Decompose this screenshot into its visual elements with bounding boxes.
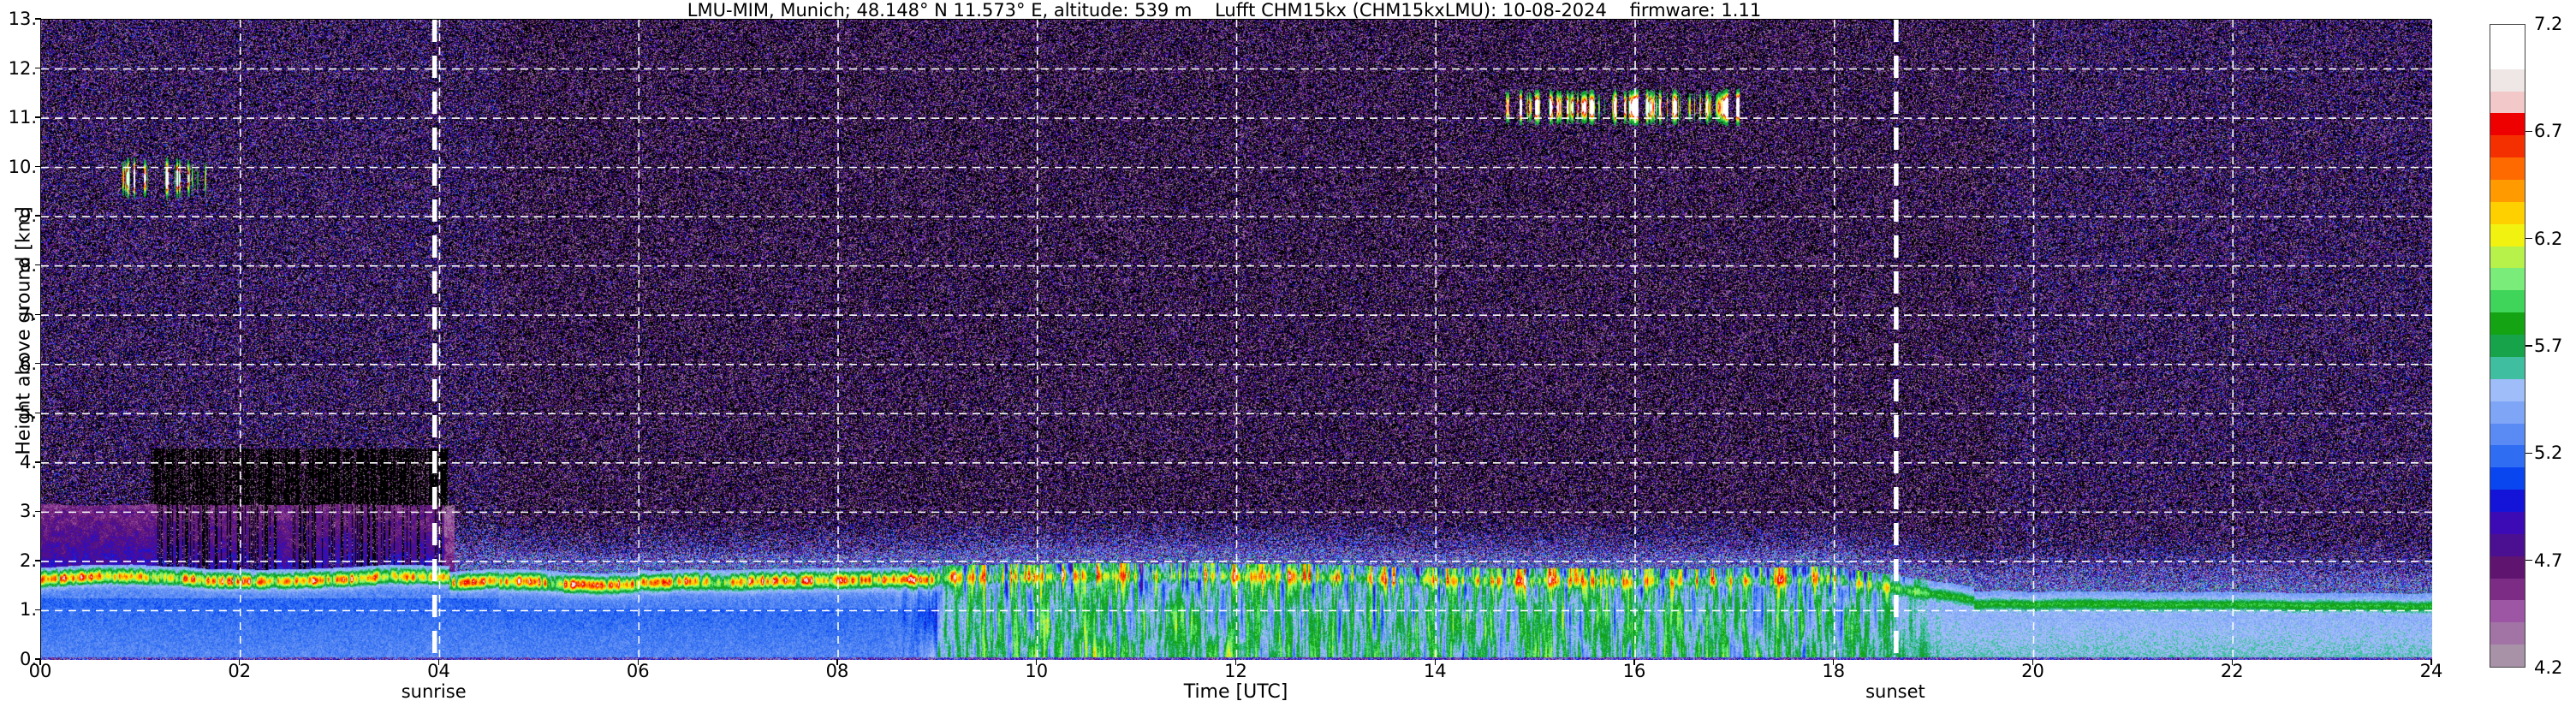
y-tick-mark — [35, 313, 41, 315]
colorbar-segment — [2490, 201, 2525, 224]
colorbar-segment — [2490, 268, 2525, 291]
y-tick-mark — [35, 560, 41, 561]
y-tick-label: 8. — [19, 254, 37, 276]
y-tick-label: 9. — [19, 205, 37, 227]
y-tick-label: 10. — [8, 156, 37, 177]
colorbar-tick-label: 5.2 — [2534, 443, 2563, 464]
y-tick-label: 12. — [8, 57, 37, 79]
y-tick-mark — [35, 510, 41, 513]
y-tick-label: 6. — [19, 353, 37, 374]
y-tick-mark — [35, 264, 41, 266]
colorbar-segment — [2490, 334, 2525, 357]
x-tick-mark — [1434, 659, 1436, 665]
y-tick-label: 1. — [19, 599, 37, 621]
x-tick-mark — [1234, 659, 1237, 665]
colorbar-segment — [2490, 599, 2525, 623]
x-tick-mark — [2032, 659, 2034, 665]
colorbar-tick-mark — [2525, 130, 2532, 133]
x-tick-mark — [2430, 659, 2432, 665]
colorbar-segment — [2490, 444, 2525, 468]
y-tick-mark — [35, 215, 41, 217]
colorbar-tick-label: 7.2 — [2534, 14, 2563, 34]
sunset-label: sunset — [1865, 681, 1925, 702]
colorbar-tick-label: 4.7 — [2534, 550, 2563, 571]
colorbar-segment — [2490, 46, 2525, 69]
colorbar-segment — [2490, 157, 2525, 181]
colorbar-tick-label: 6.7 — [2534, 121, 2563, 142]
colorbar-tick-label: 6.2 — [2534, 228, 2563, 249]
x-tick-mark — [637, 659, 639, 665]
colorbar-segment — [2490, 134, 2525, 158]
backscatter-heatmap — [41, 20, 2432, 660]
colorbar-segment — [2490, 25, 2525, 47]
y-axis-ticklabels: 0. 1. 2. 3. 4. 5. 6. 7. 8. 9. 10. 11. 12. 13. — [0, 9, 39, 669]
sunrise-label: sunrise — [401, 681, 467, 702]
x-tick-mark — [1036, 659, 1038, 665]
colorbar-segment — [2490, 68, 2525, 92]
colorbar-segment — [2490, 533, 2525, 556]
y-tick-mark — [35, 116, 41, 118]
x-tick-mark — [1833, 659, 1835, 665]
colorbar-segment — [2490, 466, 2525, 490]
colorbar-segment — [2490, 511, 2525, 534]
y-tick-label: 11. — [8, 107, 37, 128]
y-tick-label: 5. — [19, 402, 37, 424]
x-tick-mark — [239, 659, 241, 665]
colorbar-segment — [2490, 312, 2525, 336]
x-tick-mark — [1633, 659, 1635, 665]
colorbar-segment — [2490, 423, 2525, 446]
y-tick-label: 0. — [19, 649, 37, 669]
y-tick-mark — [35, 461, 41, 463]
colorbar-segment — [2490, 621, 2525, 645]
y-tick-mark — [35, 165, 41, 168]
colorbar-tick-label: 4.2 — [2534, 657, 2563, 678]
colorbar-segment — [2490, 378, 2525, 401]
colorbar-segment — [2490, 246, 2525, 269]
y-tick-mark — [35, 609, 41, 611]
x-tick-mark — [39, 659, 41, 665]
colorbar-segment — [2490, 489, 2525, 512]
colorbar-segment — [2490, 223, 2525, 247]
colorbar-segment — [2490, 289, 2525, 313]
colorbar-tick-mark — [2525, 452, 2532, 454]
y-axis-tickmarks — [0, 18, 41, 660]
colorbar-segment — [2490, 91, 2525, 114]
y-tick-label: 13. — [8, 9, 37, 29]
y-tick-label: 3. — [19, 501, 37, 522]
colorbar-segment — [2490, 644, 2525, 667]
colorbar-segment — [2490, 179, 2525, 202]
y-tick-label: 7. — [19, 304, 37, 325]
colorbar-segment — [2490, 356, 2525, 379]
colorbar-ticks: 4.2 4.7 5.2 5.7 6.2 6.7 7.2 — [2525, 14, 2576, 678]
x-tick-mark — [836, 659, 838, 665]
y-axis-label: Height above ground [km] — [13, 206, 35, 455]
colorbar-tick-label: 5.7 — [2534, 336, 2563, 356]
y-tick-mark — [35, 658, 41, 660]
colorbar-segment — [2490, 556, 2525, 579]
y-tick-label: 4. — [19, 451, 37, 472]
colorbar[interactable] — [2490, 24, 2525, 668]
colorbar-tick-mark — [2525, 345, 2532, 347]
colorbar-tick-mark — [2525, 237, 2532, 240]
x-tick-mark — [2231, 659, 2233, 665]
x-axis-tickmarks — [39, 659, 2432, 666]
x-tick-mark — [437, 659, 440, 665]
colorbar-label-wrap: log(rc-signal) @ 1064 nm — [0, 0, 1, 1]
plot-area[interactable] — [40, 19, 2432, 660]
colorbar-segment — [2490, 578, 2525, 601]
x-axis-label: Time [UTC] — [1183, 681, 1288, 703]
colorbar-tick-mark — [2525, 559, 2532, 561]
figure-title: LMU-MIM, Munich; 48.148° N 11.573° E, al… — [687, 0, 1762, 21]
colorbar-segment — [2490, 401, 2525, 424]
colorbar-segment — [2490, 113, 2525, 136]
y-tick-mark — [35, 18, 41, 20]
y-tick-mark — [35, 363, 41, 365]
y-tick-label: 2. — [19, 550, 37, 571]
